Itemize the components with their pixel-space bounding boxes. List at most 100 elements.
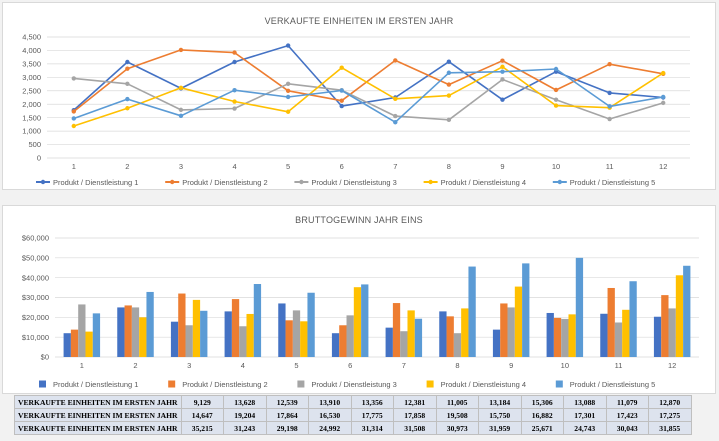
legend-label-3: Produkt / Dienstleistung 3 <box>311 178 396 187</box>
x-tick-label: 11 <box>615 361 623 370</box>
data-point <box>446 59 452 64</box>
bar-series-3 <box>507 307 515 357</box>
bar-series-5 <box>92 313 101 357</box>
bar-series-5 <box>307 292 315 357</box>
x-tick-label: 11 <box>606 162 614 171</box>
legend-label-4: Produkt / Dienstleistung 4 <box>441 178 526 187</box>
bar-series-1 <box>600 313 608 357</box>
x-tick-label: 10 <box>561 361 569 370</box>
legend-marker-5 <box>557 179 562 185</box>
legend-marker-4 <box>428 179 433 185</box>
legend-marker-3 <box>299 179 304 185</box>
data-point <box>71 109 76 114</box>
bar-series-1 <box>492 329 501 357</box>
y-tick-label: 3,500 <box>22 59 41 68</box>
y-tick-label: 500 <box>28 140 41 149</box>
data-point <box>125 106 130 111</box>
bar-series-5 <box>253 284 262 357</box>
data-point <box>178 85 184 91</box>
bar-series-1 <box>653 316 662 357</box>
table-cell: 31,959 <box>478 421 522 435</box>
table-cell: 9,129 <box>180 395 224 409</box>
data-point <box>285 94 291 100</box>
data-point <box>446 93 452 98</box>
table-cell: 12,870 <box>648 395 692 409</box>
data-point <box>71 116 76 121</box>
table-cell: 13,088 <box>563 395 607 409</box>
data-point <box>285 109 291 114</box>
bar-series-5 <box>468 266 476 357</box>
table-cell: 17,858 <box>393 408 437 422</box>
bar-series-3 <box>346 315 354 357</box>
legend-swatch-1 <box>39 380 46 388</box>
data-point <box>232 88 237 93</box>
legend-swatch-3 <box>297 380 305 388</box>
x-tick-label: 8 <box>447 162 451 171</box>
data-point <box>500 97 505 102</box>
x-tick-label: 12 <box>659 162 667 171</box>
line-chart: VERKAUFTE EINHEITEN IM ERSTEN JAHR 0 500 1… <box>22 16 690 187</box>
bar-series-5 <box>683 265 691 357</box>
bar-series-2 <box>661 295 669 357</box>
bar-series-5 <box>522 263 530 357</box>
y-tick-label: 1,000 <box>22 127 41 136</box>
data-point <box>446 117 452 123</box>
x-tick-label: 4 <box>241 361 245 370</box>
x-tick-label: 4 <box>232 162 236 171</box>
x-tick-label: 1 <box>80 361 84 370</box>
bar-series-5 <box>575 257 584 357</box>
row-label: VERKAUFTE EINHEITEN IM ERSTEN JAHR <box>14 395 182 409</box>
series-line-2 <box>73 49 664 113</box>
data-point <box>71 123 76 129</box>
table-cell: 13,628 <box>223 395 267 409</box>
data-point <box>232 99 237 104</box>
table-cell: 16,882 <box>520 408 564 422</box>
bar-series-4 <box>300 321 308 357</box>
y-tick-label: 4,000 <box>22 46 41 55</box>
data-point <box>178 113 184 118</box>
legend-label-1: Produkt / Dienstleistung 1 <box>53 178 138 187</box>
table-cell: 30,043 <box>605 421 649 435</box>
data-point <box>446 82 452 87</box>
bar-series-4 <box>246 313 254 357</box>
y-tick-label: $20,000 <box>22 313 49 322</box>
bar-series-3 <box>239 326 247 357</box>
bar-series-4 <box>675 275 684 357</box>
y-tick-label: $30,000 <box>22 293 49 302</box>
bar-series-4 <box>353 287 362 357</box>
table-cell: 19,204 <box>223 408 267 422</box>
data-point <box>339 88 344 93</box>
legend-swatch-4 <box>426 380 434 388</box>
bar-series-5 <box>629 281 637 357</box>
bar-series-1 <box>224 311 232 357</box>
series-line-5 <box>73 68 664 123</box>
y-tick-label: $50,000 <box>22 253 49 262</box>
data-point <box>661 100 666 106</box>
y-tick-label: 1,500 <box>22 113 41 122</box>
bar-series-4 <box>622 309 630 357</box>
data-point <box>500 64 505 70</box>
bar-series-3 <box>185 325 193 357</box>
table-cell: 17,301 <box>563 408 607 422</box>
table-cell: 29,198 <box>265 421 309 435</box>
data-point <box>285 43 291 48</box>
x-tick-label: 2 <box>133 361 137 370</box>
bar-series-5 <box>414 318 423 357</box>
bar-series-2 <box>392 303 401 357</box>
table-cell: 31,508 <box>393 421 437 435</box>
data-point <box>500 58 505 63</box>
x-tick-label: 9 <box>500 162 504 171</box>
bar-series-3 <box>561 318 569 357</box>
bar-series-1 <box>331 333 340 357</box>
x-tick-label: 9 <box>509 361 513 370</box>
y-tick-label: 0 <box>37 154 41 163</box>
series-line-4 <box>73 65 664 127</box>
data-point <box>553 66 559 72</box>
bar-series-1 <box>63 333 71 357</box>
table-row: VERKAUFTE EINHEITEN IM ERSTEN JAHR 9,129 1… <box>14 395 692 409</box>
table-cell: 31,855 <box>648 421 692 435</box>
table-cell: 19,508 <box>435 408 479 422</box>
legend-marker-2 <box>170 179 175 185</box>
bar-series-3 <box>668 308 676 357</box>
bar-series-3 <box>614 322 623 357</box>
